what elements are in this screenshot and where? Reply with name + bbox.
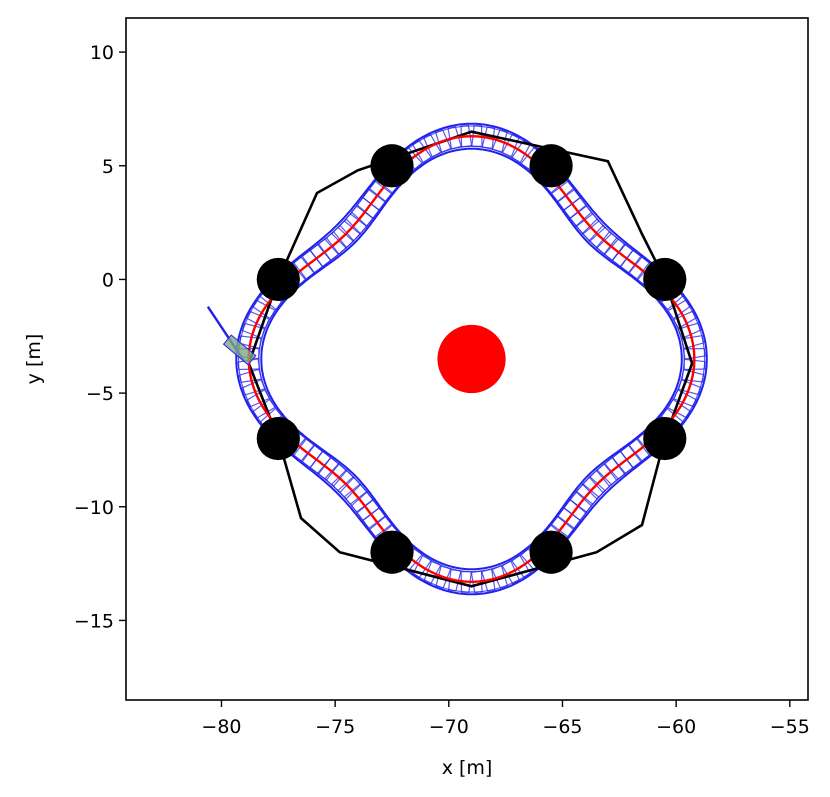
center-marker xyxy=(437,324,506,394)
x-tick-label: −80 xyxy=(201,716,241,738)
obstacle-marker xyxy=(643,257,687,302)
inner-envelope xyxy=(260,147,683,571)
obstacle-marker xyxy=(529,530,573,574)
obstacle-marker xyxy=(370,530,414,574)
x-tick-label: −70 xyxy=(429,716,469,738)
y-tick-label: 0 xyxy=(102,269,114,291)
obstacle-marker xyxy=(529,144,573,188)
obstacle-marker xyxy=(643,416,687,461)
y-tick-label: −5 xyxy=(86,383,114,405)
x-axis: −80 −75 −70 −65 −60 −55 xyxy=(201,700,810,738)
obstacle-marker xyxy=(370,144,414,188)
y-tick-label: −10 xyxy=(74,497,114,519)
x-tick-label: −55 xyxy=(770,716,810,738)
x-axis-label: x [m] xyxy=(442,757,493,779)
plot-frame xyxy=(125,17,809,701)
y-axis-label: y [m] xyxy=(23,334,45,385)
outer-envelope xyxy=(235,122,708,596)
x-tick-label: −65 xyxy=(542,716,582,738)
y-tick-label: 5 xyxy=(102,156,114,178)
obstacle-marker xyxy=(256,257,300,302)
y-tick-label: −15 xyxy=(74,610,114,632)
start-box xyxy=(222,334,257,366)
y-tick-label: 10 xyxy=(90,42,114,64)
obstacle-marker xyxy=(256,416,300,461)
plot-area xyxy=(206,122,708,596)
x-tick-label: −75 xyxy=(315,716,355,738)
x-tick-label: −60 xyxy=(656,716,696,738)
y-axis: 10 5 0 −5 −10 −15 xyxy=(74,42,126,632)
